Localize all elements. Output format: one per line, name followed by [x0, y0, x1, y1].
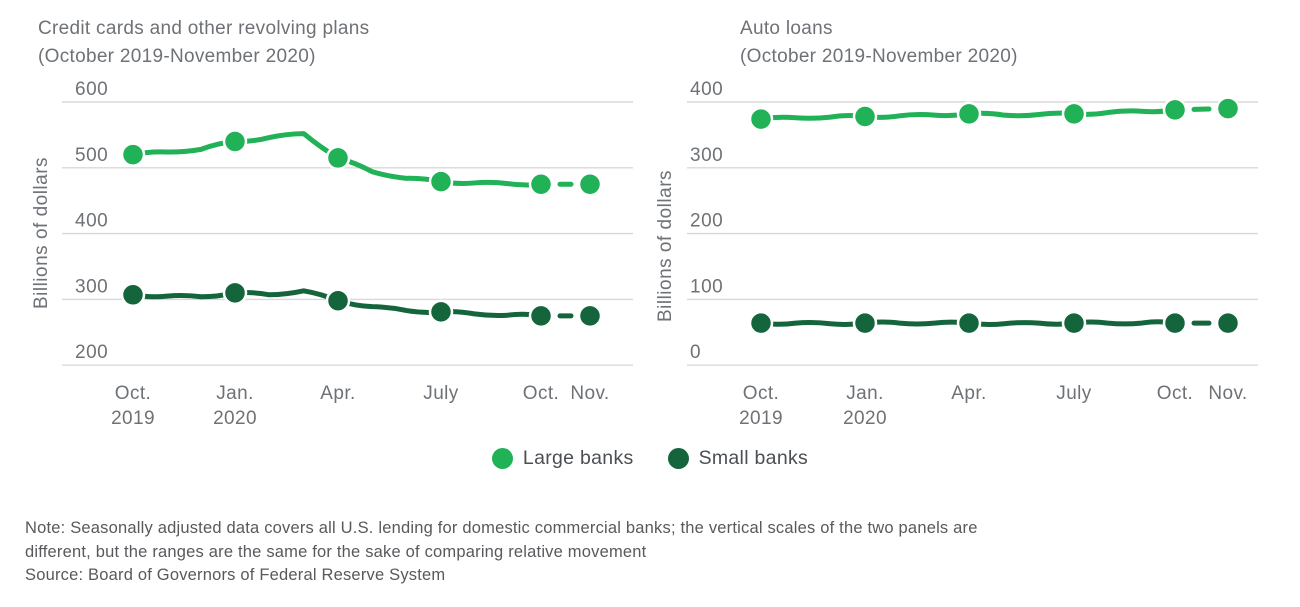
- x-tick-label: Apr.: [320, 383, 355, 404]
- data-point-dot: [428, 299, 454, 325]
- data-point-dot: [956, 101, 982, 127]
- x-tick-year-label: 2019: [111, 408, 155, 429]
- y-tick-label: 400: [690, 79, 723, 100]
- left-chart-title-line1: Credit cards and other revolving plans: [38, 18, 370, 39]
- data-point-dot: [1162, 97, 1188, 123]
- right-chart-title: Auto loans (October 2019-November 2020): [740, 15, 1018, 71]
- data-point-dot: [852, 104, 878, 129]
- data-point-dot: [1215, 310, 1241, 336]
- y-axis-title: Billions of dollars: [31, 157, 52, 309]
- legend-item-small-banks: Small banks: [667, 447, 809, 470]
- x-tick-label: Oct.: [743, 383, 779, 404]
- y-tick-label: 500: [75, 145, 108, 166]
- data-point-dot: [748, 310, 774, 336]
- x-tick-label: July: [1056, 383, 1091, 404]
- legend-label-large-banks: Large banks: [522, 447, 634, 469]
- right-chart-panel: 400 300 200 100 0 Oct. 2019 Jan. 2020 Apr. July Oct…: [655, 79, 1258, 429]
- data-point-dot: [528, 172, 554, 197]
- x-tick-label: Jan.: [846, 383, 884, 404]
- legend-label-small-banks: Small banks: [698, 447, 809, 469]
- x-tick-label: Oct.: [1157, 383, 1193, 404]
- x-tick-label: July: [423, 383, 458, 404]
- left-chart-title-line2: (October 2019-November 2020): [38, 46, 316, 67]
- y-tick-label: 400: [75, 211, 108, 232]
- large-banks-dot-icon: [491, 448, 513, 469]
- x-tick-year-label: 2020: [213, 408, 257, 429]
- x-tick-year-label: 2020: [843, 408, 887, 429]
- chart-legend: Large banks Small banks: [0, 447, 1300, 470]
- data-point-dot: [1215, 96, 1241, 121]
- data-point-dot: [577, 303, 603, 329]
- legend-item-large-banks: Large banks: [491, 447, 634, 470]
- data-point-dot: [325, 145, 351, 171]
- data-point-dot: [528, 303, 554, 329]
- x-tick-label: Oct.: [523, 383, 559, 404]
- x-tick-label: Nov.: [1208, 383, 1247, 404]
- y-tick-label: 100: [690, 276, 723, 297]
- y-axis-title: Billions of dollars: [655, 170, 676, 322]
- x-tick-label: Nov.: [570, 383, 609, 404]
- data-point-dot: [428, 169, 454, 194]
- data-point-dot: [852, 310, 878, 336]
- right-chart-title-line2: (October 2019-November 2020): [740, 46, 1018, 67]
- source-line: Source: Board of Governors of Federal Re…: [25, 566, 446, 584]
- note-line2: different, but the ranges are the same f…: [25, 542, 647, 561]
- y-tick-label: 300: [690, 145, 723, 166]
- right-chart-title-line1: Auto loans: [740, 18, 833, 39]
- data-point-dot: [222, 280, 248, 306]
- data-point-dot: [120, 282, 146, 308]
- line-charts-canvas: 600 500 400 300 200 Oct. 2019 Jan. 2020 Apr. July O…: [31, 79, 1258, 429]
- data-point-dot: [748, 106, 774, 132]
- note-line1: Note: Seasonally adjusted data covers al…: [25, 519, 978, 537]
- left-chart-panel: 600 500 400 300 200 Oct. 2019 Jan. 2020 Apr. July O…: [31, 79, 633, 429]
- y-tick-label: 600: [75, 79, 108, 100]
- data-point-dot: [956, 310, 982, 336]
- data-point-dot: [577, 172, 603, 197]
- figure-notes: Note: Seasonally adjusted data covers al…: [25, 517, 978, 588]
- x-tick-label: Oct.: [115, 383, 151, 404]
- data-point-dot: [1061, 310, 1087, 336]
- y-tick-label: 300: [75, 276, 108, 297]
- y-tick-label: 200: [75, 342, 108, 363]
- data-point-dot: [1061, 101, 1087, 127]
- data-point-dot: [325, 288, 351, 313]
- small-banks-dot-icon: [667, 448, 689, 469]
- y-tick-label: 200: [690, 211, 723, 232]
- y-tick-label: 0: [690, 342, 701, 363]
- data-point-dot: [222, 129, 248, 154]
- x-tick-label: Jan.: [216, 383, 254, 404]
- x-tick-label: Apr.: [951, 383, 986, 404]
- data-point-dot: [1162, 310, 1188, 336]
- data-point-dot: [120, 142, 146, 167]
- x-tick-year-label: 2019: [739, 408, 783, 429]
- left-chart-title: Credit cards and other revolving plans (…: [38, 15, 369, 71]
